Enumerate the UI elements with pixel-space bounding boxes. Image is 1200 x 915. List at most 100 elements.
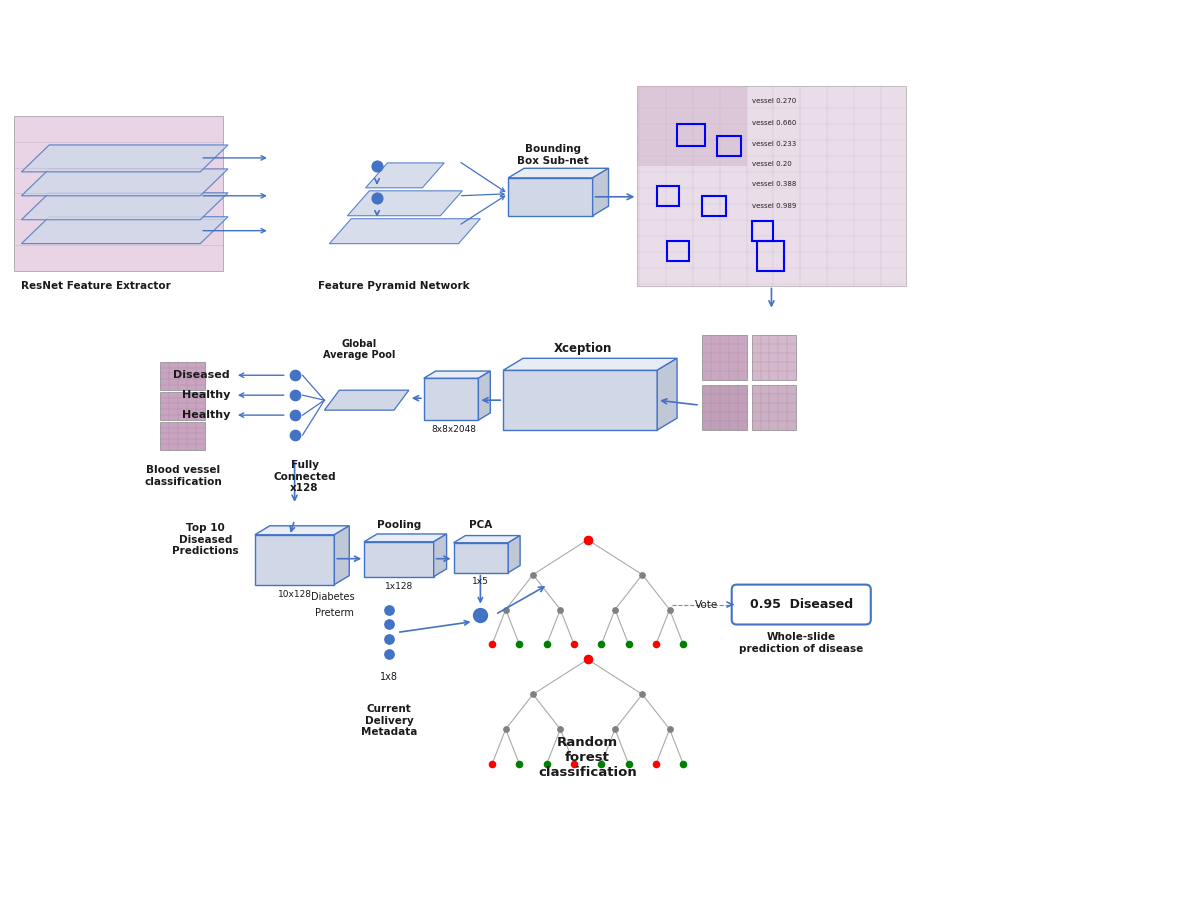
Text: Random
forest
classification: Random forest classification: [539, 737, 637, 780]
Point: [551, 722, 570, 737]
Bar: [161, 422, 205, 450]
Bar: [161, 362, 205, 390]
Point: [379, 618, 398, 632]
Polygon shape: [424, 371, 491, 378]
Polygon shape: [454, 535, 520, 543]
Text: Top 10
Diseased
Predictions: Top 10 Diseased Predictions: [172, 523, 239, 556]
Point: [673, 757, 692, 771]
Point: [632, 567, 652, 582]
Point: [578, 533, 598, 547]
Bar: [161, 393, 205, 420]
Bar: [637, 86, 746, 166]
Point: [578, 652, 598, 667]
Bar: [14, 116, 223, 271]
Point: [496, 602, 515, 617]
Polygon shape: [366, 163, 444, 188]
Polygon shape: [424, 378, 479, 420]
FancyBboxPatch shape: [732, 585, 871, 625]
Polygon shape: [364, 534, 446, 542]
Point: [660, 722, 679, 737]
Point: [592, 637, 611, 651]
Text: 1x8: 1x8: [380, 673, 398, 683]
Text: Diseased: Diseased: [174, 371, 230, 381]
Point: [523, 567, 542, 582]
Text: Bounding
Box Sub-net: Bounding Box Sub-net: [517, 145, 589, 166]
Bar: [756, 241, 785, 271]
Point: [605, 602, 624, 617]
Point: [379, 602, 398, 617]
Polygon shape: [364, 542, 433, 576]
Polygon shape: [503, 371, 658, 430]
Polygon shape: [254, 534, 335, 585]
Point: [632, 687, 652, 702]
Text: ResNet Feature Extractor: ResNet Feature Extractor: [22, 281, 170, 291]
Point: [510, 637, 529, 651]
Polygon shape: [658, 359, 677, 430]
Polygon shape: [22, 145, 228, 172]
Point: [538, 637, 557, 651]
Text: 8x8x2048: 8x8x2048: [431, 425, 476, 434]
Point: [551, 602, 570, 617]
Bar: [716, 136, 740, 156]
Point: [470, 608, 490, 622]
Text: Vote: Vote: [695, 599, 719, 609]
Point: [482, 637, 502, 651]
Point: [367, 158, 386, 173]
Point: [286, 427, 305, 442]
Polygon shape: [479, 371, 491, 420]
Point: [286, 408, 305, 423]
Bar: [702, 336, 746, 381]
Text: vessel 0.660: vessel 0.660: [751, 120, 796, 126]
Bar: [658, 186, 679, 206]
Bar: [637, 86, 906, 285]
Polygon shape: [22, 169, 228, 196]
Text: 0.95  Diseased: 0.95 Diseased: [750, 598, 853, 611]
Text: Xception: Xception: [553, 342, 612, 355]
Point: [673, 637, 692, 651]
Text: vessel 0.20: vessel 0.20: [751, 161, 791, 167]
Point: [619, 637, 638, 651]
Text: Preterm: Preterm: [316, 608, 354, 618]
Text: Feature Pyramid Network: Feature Pyramid Network: [318, 281, 469, 291]
Polygon shape: [454, 543, 508, 573]
Polygon shape: [324, 390, 409, 410]
Text: Pooling: Pooling: [377, 520, 421, 530]
Text: vessel 0.989: vessel 0.989: [751, 203, 796, 209]
Point: [379, 632, 398, 647]
Text: PCA: PCA: [469, 520, 492, 530]
Text: 1x128: 1x128: [385, 582, 413, 590]
Polygon shape: [329, 219, 480, 243]
Text: Diabetes: Diabetes: [311, 592, 354, 601]
Polygon shape: [593, 168, 608, 216]
Bar: [702, 385, 746, 430]
Point: [538, 757, 557, 771]
Text: Global
Average Pool: Global Average Pool: [323, 339, 395, 361]
Point: [367, 190, 386, 205]
Point: [592, 757, 611, 771]
Text: Current
Delivery
Metadata: Current Delivery Metadata: [361, 705, 418, 737]
Text: 10x128: 10x128: [277, 589, 312, 598]
Point: [619, 757, 638, 771]
Polygon shape: [22, 193, 228, 220]
Text: vessel 0.270: vessel 0.270: [751, 98, 796, 104]
Point: [578, 652, 598, 667]
Point: [647, 757, 666, 771]
Text: Blood vessel
classification: Blood vessel classification: [144, 465, 222, 487]
Point: [286, 368, 305, 382]
Bar: [667, 241, 689, 261]
Point: [605, 722, 624, 737]
Point: [564, 757, 583, 771]
Text: 1x5: 1x5: [472, 576, 488, 586]
Text: Healthy: Healthy: [181, 390, 230, 400]
Point: [286, 388, 305, 403]
Point: [660, 602, 679, 617]
Point: [523, 687, 542, 702]
Polygon shape: [22, 217, 228, 243]
Polygon shape: [433, 534, 446, 576]
Bar: [751, 221, 774, 241]
Text: vessel 0.233: vessel 0.233: [751, 141, 796, 147]
Polygon shape: [508, 535, 520, 573]
Bar: [677, 124, 704, 146]
Text: Whole-slide
prediction of disease: Whole-slide prediction of disease: [739, 632, 863, 654]
Point: [379, 647, 398, 662]
